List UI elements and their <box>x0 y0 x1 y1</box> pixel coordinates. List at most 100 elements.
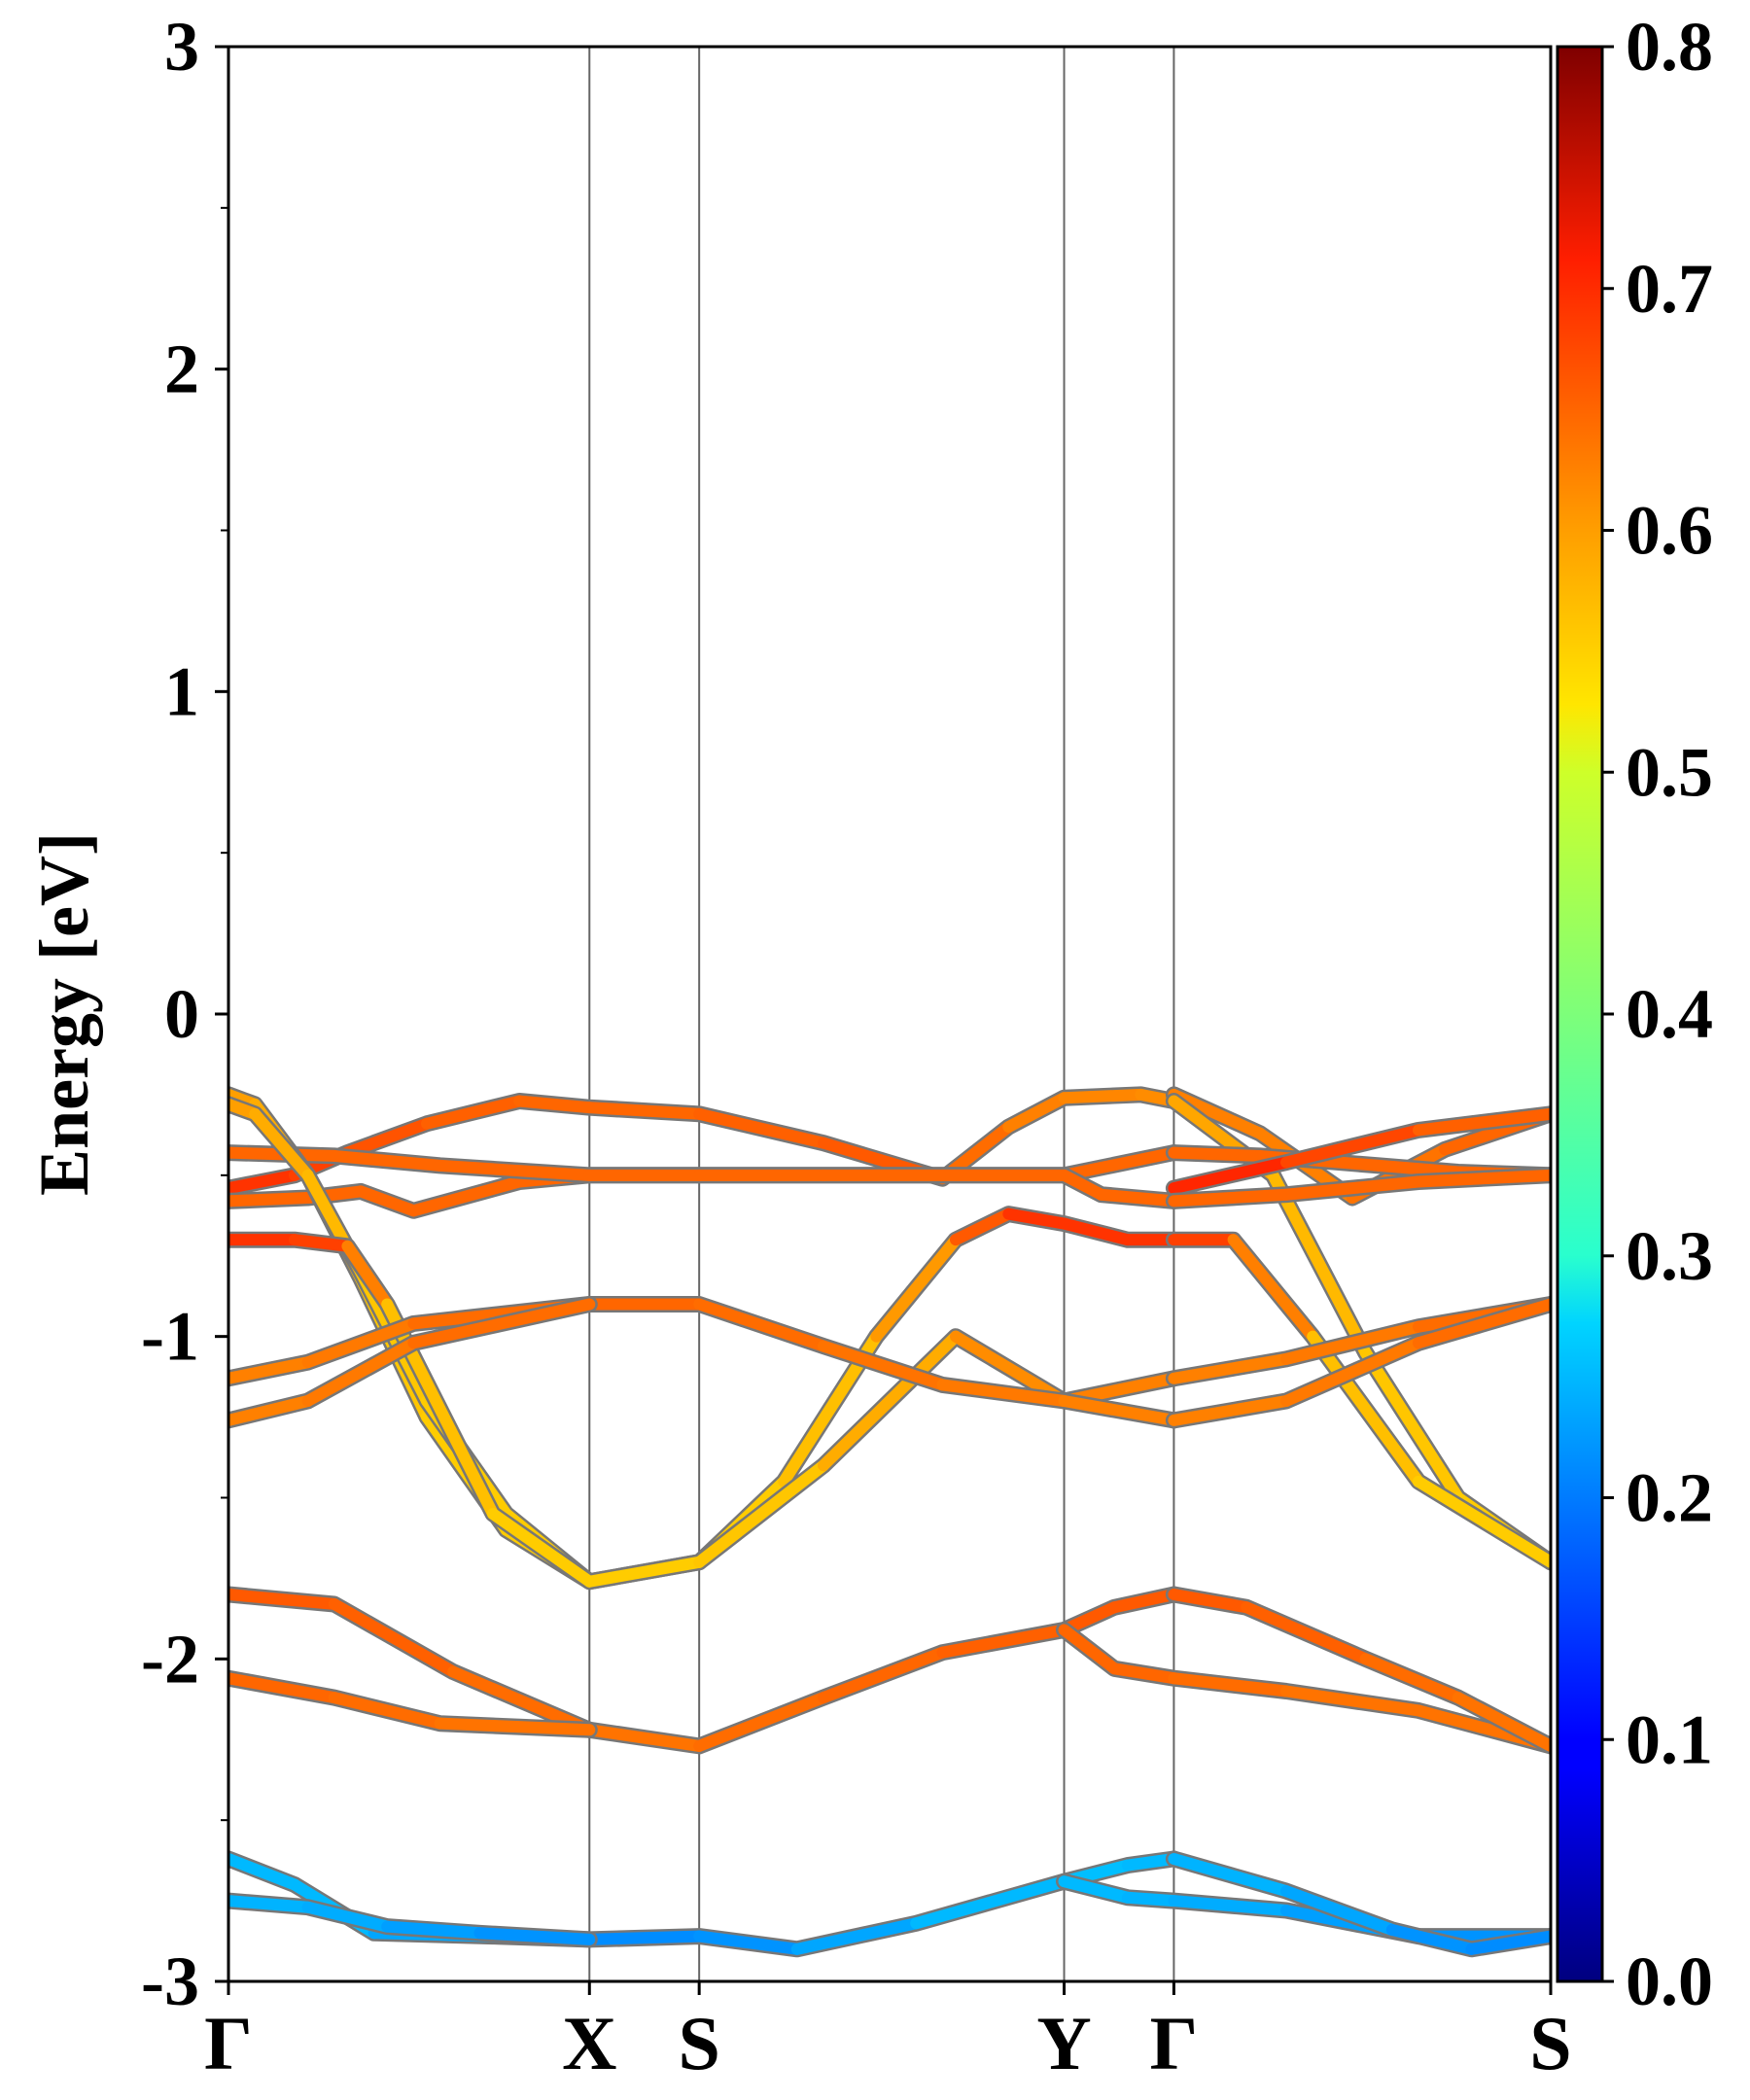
band-line <box>1165 1105 1551 1197</box>
band-segment <box>1058 1217 1134 1246</box>
band-segment <box>341 1117 433 1159</box>
band-line <box>228 1231 1182 1591</box>
band-segment <box>228 1672 340 1704</box>
band-segment <box>1108 1589 1180 1614</box>
y-axis-label: Energy [eV] <box>25 832 103 1196</box>
band-segment <box>910 1875 1070 1930</box>
colorbar-tick-label: 0.8 <box>1626 8 1713 86</box>
band-segment <box>1168 1395 1292 1426</box>
band-segment <box>1168 1852 1292 1898</box>
colorbar-tick-label: 0.1 <box>1626 1700 1713 1778</box>
band-segment <box>950 1330 1070 1407</box>
band-segment <box>1280 1885 1398 1936</box>
band-segment <box>1359 1347 1464 1504</box>
band-line <box>1165 1586 1551 1755</box>
band-segment <box>1413 1298 1551 1349</box>
band-segment <box>1002 1208 1070 1230</box>
band-segment <box>249 1107 314 1181</box>
band-segment <box>328 1692 446 1730</box>
band-line <box>1056 1872 1551 1945</box>
band-segment <box>228 1356 314 1384</box>
band-segment <box>1168 1352 1292 1384</box>
y-tick-label: 0 <box>164 975 199 1053</box>
band-segment <box>1168 1895 1292 1917</box>
band-segment <box>693 1107 829 1149</box>
band-segment <box>1413 1475 1551 1568</box>
band-segment <box>228 1852 300 1891</box>
x-tick-label: S <box>1529 2001 1571 2085</box>
band-segment <box>818 1646 949 1704</box>
x-tick-label: X <box>562 2001 616 2085</box>
band-segment <box>1058 1875 1134 1904</box>
band-segment <box>434 1159 596 1181</box>
band-segment <box>1227 1234 1319 1343</box>
colorbar-tick-label: 0.2 <box>1626 1459 1713 1537</box>
band-segment <box>1267 1169 1372 1359</box>
band-line <box>228 1296 1182 1429</box>
band-segment <box>1058 1624 1121 1675</box>
x-tick-label: Γ <box>204 2001 253 2085</box>
band-segment <box>1168 1188 1292 1208</box>
band-segment <box>1413 1169 1551 1188</box>
band-segment <box>1108 1662 1180 1685</box>
band-segment <box>228 1169 300 1195</box>
band-lines <box>228 1086 1551 1958</box>
x-tick-label: S <box>678 2001 719 2085</box>
band-line <box>228 1850 1182 1958</box>
band-segment <box>1280 1685 1424 1717</box>
band-segment <box>1280 1320 1424 1365</box>
band-segment <box>1241 1601 1372 1665</box>
y-tick-label: 2 <box>164 331 199 408</box>
colorbar-tick-label: 0.6 <box>1626 492 1713 570</box>
band-segment <box>228 1895 314 1913</box>
band-segment <box>693 1298 829 1352</box>
band-outline <box>228 1231 1182 1591</box>
band-segment <box>818 1330 962 1472</box>
y-axis-ticks: -3 -2 -1 0 1 2 3 <box>141 8 228 2020</box>
colorbar-tick-label: 0.4 <box>1626 975 1713 1053</box>
band-line <box>1056 1622 1551 1755</box>
colorbar-tick-label: 0.3 <box>1626 1217 1713 1295</box>
band-segment <box>1168 1146 1266 1162</box>
band-segment <box>513 1095 596 1114</box>
band-segment <box>790 1917 923 1955</box>
high-symmetry-lines <box>588 47 1175 1981</box>
colorbar-tick-label: 0.0 <box>1626 1942 1713 2020</box>
band-line <box>228 1586 1182 1755</box>
band-segment <box>1168 1672 1292 1698</box>
band-segment <box>1373 1159 1464 1178</box>
band-segment <box>1168 1156 1292 1195</box>
band-line <box>228 1296 598 1429</box>
colorbar <box>1556 45 1604 1983</box>
band-segment <box>328 1149 446 1172</box>
band-segment <box>447 1665 596 1736</box>
band-segment <box>407 1298 596 1349</box>
band-segment <box>583 1724 706 1752</box>
x-tick-label: Y <box>1036 2001 1091 2085</box>
band-segment <box>355 1185 420 1217</box>
band-segment <box>1168 1589 1253 1614</box>
band-segment <box>950 1208 1015 1246</box>
band-segment <box>228 1589 340 1610</box>
band-outline <box>228 1586 1182 1755</box>
band-segment <box>583 1930 706 1945</box>
band-segment <box>693 1459 829 1568</box>
colorbar-ticks: 0.0 0.1 0.2 0.3 0.4 0.5 0.6 0.7 0.8 <box>1602 8 1713 2020</box>
band-segment <box>1095 1188 1180 1208</box>
band-segment <box>1307 1330 1424 1488</box>
y-tick-label: -1 <box>141 1298 199 1376</box>
band-segment <box>1002 1092 1070 1134</box>
band-segment <box>228 1192 314 1208</box>
band-segment <box>1385 1923 1478 1955</box>
band-line <box>228 1669 598 1738</box>
band-segment <box>1465 1930 1551 1955</box>
band-segment <box>301 1901 394 1933</box>
band-segment <box>1058 1088 1147 1104</box>
band-line <box>1165 1850 1551 1958</box>
band-outline <box>1165 1586 1551 1755</box>
band-segment <box>583 1556 706 1588</box>
band-segment <box>328 1597 460 1678</box>
band-segment <box>1058 1169 1107 1201</box>
y-tick-label: -2 <box>141 1620 199 1698</box>
